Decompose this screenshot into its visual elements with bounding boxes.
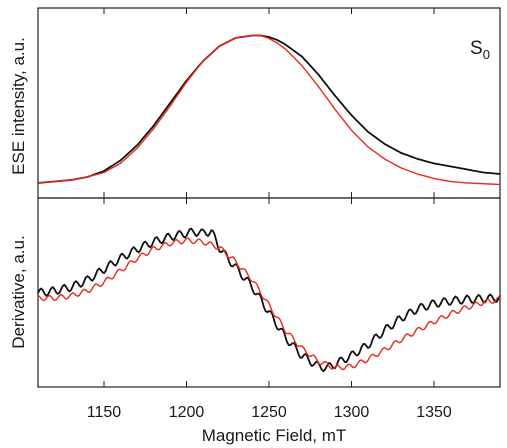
- top-panel: [37, 7, 501, 199]
- bottom-ylabel: Derivative, a.u.: [9, 235, 28, 348]
- s0-subscript: 0: [483, 47, 490, 62]
- x-tick-label: 1300: [334, 404, 370, 421]
- panel-frame: [37, 197, 501, 388]
- top-ylabel: ESE intensity, a.u.: [9, 37, 28, 175]
- x-tick-label: 1350: [416, 404, 452, 421]
- x-tick-label: 1250: [251, 404, 287, 421]
- bottom-panel: 1150 1200 1250 1300 1350: [37, 197, 501, 421]
- xlabel: Magnetic Field, mT: [202, 426, 347, 445]
- s0-annotation: S0: [470, 38, 490, 62]
- series-line-1: [37, 34, 501, 186]
- series-line-0: [37, 227, 501, 373]
- s0-base: S: [470, 38, 483, 59]
- x-tick-label: 1200: [169, 404, 205, 421]
- series-line-1: [37, 237, 501, 371]
- x-tick-label: 1150: [87, 404, 122, 421]
- series-line-0: [37, 34, 501, 184]
